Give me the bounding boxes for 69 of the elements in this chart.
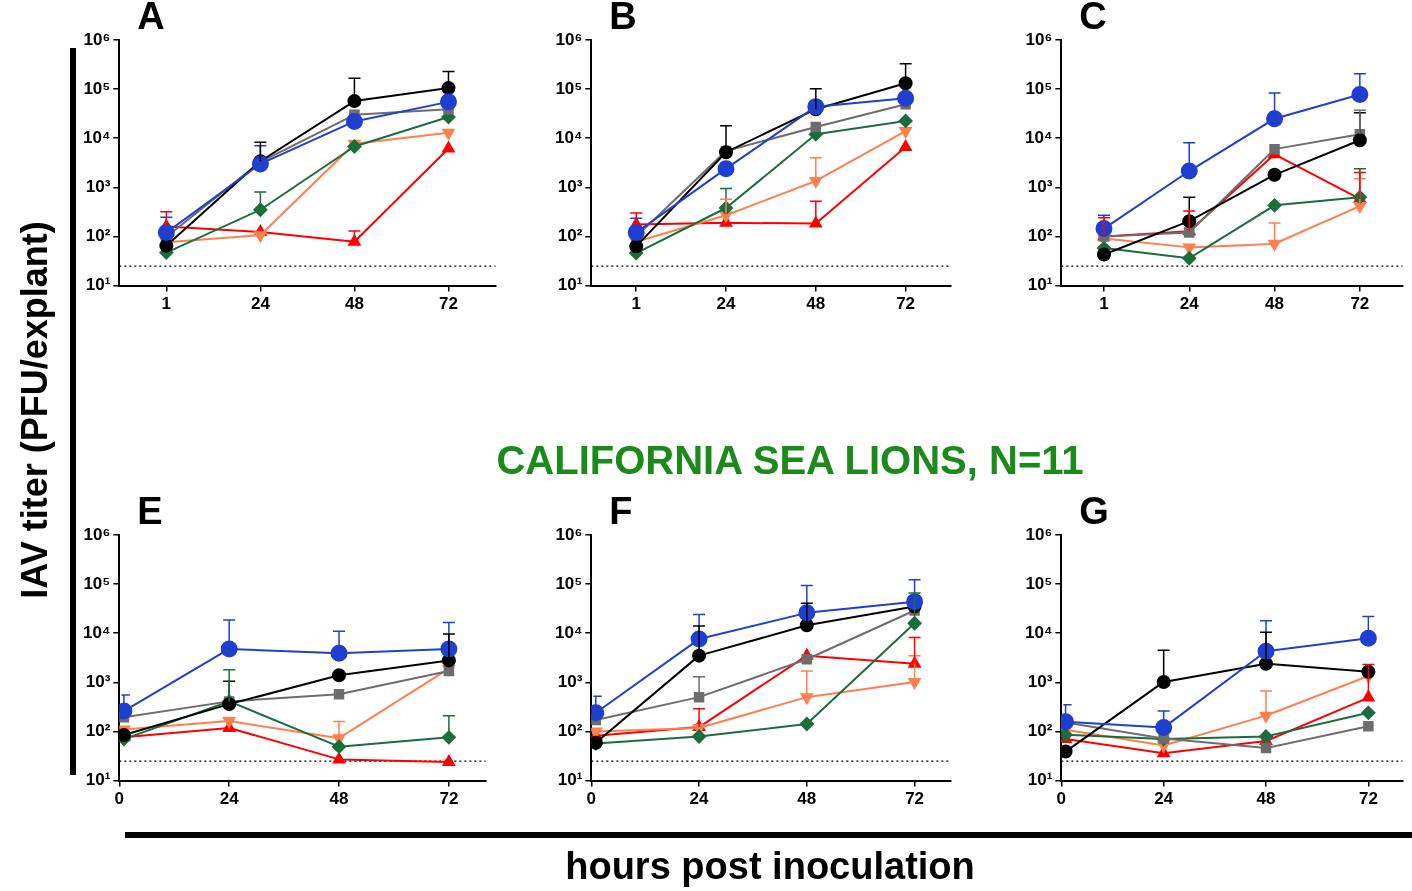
y-tick-label: 10⁵ bbox=[555, 573, 583, 593]
x-tick-label: 72 bbox=[439, 294, 458, 314]
y-tick-label: 10² bbox=[557, 226, 583, 246]
y-tick-label: 10⁴ bbox=[82, 622, 111, 642]
y-tick-label: 10³ bbox=[85, 177, 111, 197]
y-tick-label: 10³ bbox=[557, 672, 583, 692]
x-tick-label: 48 bbox=[329, 789, 349, 809]
x-tick-label: 0 bbox=[586, 789, 597, 809]
y-tick-label: 10¹ bbox=[1027, 275, 1053, 295]
chart-title: E bbox=[137, 490, 163, 533]
y-tick-label: 10² bbox=[1027, 721, 1053, 741]
y-tick-label: 10⁶ bbox=[1025, 29, 1053, 49]
y-tick-label: 10¹ bbox=[1027, 770, 1053, 790]
x-tick-label: 72 bbox=[1350, 294, 1370, 314]
y-tick-label: 10⁵ bbox=[555, 78, 583, 98]
x-tick-label: 24 bbox=[219, 789, 240, 809]
y-tick-label: 10⁶ bbox=[555, 524, 583, 544]
x-tick-label: 72 bbox=[439, 789, 459, 809]
y-tick-label: 10³ bbox=[85, 672, 111, 692]
x-tick-label: 24 bbox=[716, 294, 736, 314]
x-tick-label: 72 bbox=[896, 294, 916, 314]
y-tick-label: 10¹ bbox=[557, 770, 583, 790]
x-tick-label: 24 bbox=[1154, 789, 1174, 809]
y-tick-label: 10⁶ bbox=[555, 29, 583, 49]
x-tick-label: 24 bbox=[1179, 294, 1200, 314]
y-tick-label: 10² bbox=[557, 721, 583, 741]
y-tick-label: 10³ bbox=[1027, 672, 1053, 692]
y-tick-label: 10¹ bbox=[85, 770, 111, 790]
y-tick-label: 10⁶ bbox=[83, 29, 111, 49]
x-tick-label: 48 bbox=[797, 789, 817, 809]
chart-title: B bbox=[609, 0, 637, 38]
x-tick-label: 72 bbox=[905, 789, 925, 809]
y-tick-label: 10⁴ bbox=[1024, 622, 1053, 642]
x-tick-label: 0 bbox=[114, 789, 125, 809]
y-tick-label: 10⁴ bbox=[1024, 127, 1053, 147]
y-axis-title: IAV titer (PFU/explant) bbox=[14, 221, 56, 599]
y-tick-label: 10² bbox=[85, 226, 111, 246]
y-tick-label: 10⁵ bbox=[83, 78, 111, 98]
x-tick-label: 24 bbox=[689, 789, 710, 809]
y-tick-label: 10¹ bbox=[557, 275, 583, 295]
y-tick-label: 10¹ bbox=[85, 275, 111, 295]
x-axis-title: hours post inoculation bbox=[565, 844, 975, 888]
y-tick-label: 10⁶ bbox=[83, 524, 111, 544]
y-tick-label: 10² bbox=[85, 721, 111, 741]
x-tick-label: 48 bbox=[1256, 789, 1276, 809]
y-tick-label: 10⁶ bbox=[1025, 524, 1053, 544]
y-tick-label: 10³ bbox=[1027, 177, 1053, 197]
x-tick-label: 0 bbox=[1056, 789, 1067, 809]
y-tick-label: 10⁵ bbox=[1025, 573, 1053, 593]
chart-title: A bbox=[137, 0, 165, 38]
chart-title: F bbox=[609, 490, 633, 533]
y-tick-label: 10⁴ bbox=[554, 622, 583, 642]
x-tick-label: 48 bbox=[1265, 294, 1285, 314]
y-tick-label: 10² bbox=[1027, 226, 1053, 246]
x-tick-label: 48 bbox=[806, 294, 826, 314]
y-tick-label: 10³ bbox=[557, 177, 583, 197]
y-tick-label: 10⁵ bbox=[83, 573, 111, 593]
x-tick-label: 24 bbox=[250, 294, 271, 314]
chart-title: C bbox=[1079, 0, 1107, 38]
x-tick-label: 48 bbox=[344, 294, 364, 314]
x-tick-label: 1 bbox=[631, 294, 641, 314]
x-tick-label: 1 bbox=[161, 294, 172, 314]
chart-title: G bbox=[1079, 490, 1109, 533]
y-tick-label: 10⁴ bbox=[554, 127, 583, 147]
chart-subtitle: CALIFORNIA SEA LIONS, N=11 bbox=[496, 437, 1084, 483]
x-tick-label: 1 bbox=[1099, 294, 1109, 314]
x-tick-label: 72 bbox=[1358, 789, 1378, 809]
y-tick-label: 10⁴ bbox=[82, 127, 111, 147]
y-tick-label: 10⁵ bbox=[1025, 78, 1053, 98]
